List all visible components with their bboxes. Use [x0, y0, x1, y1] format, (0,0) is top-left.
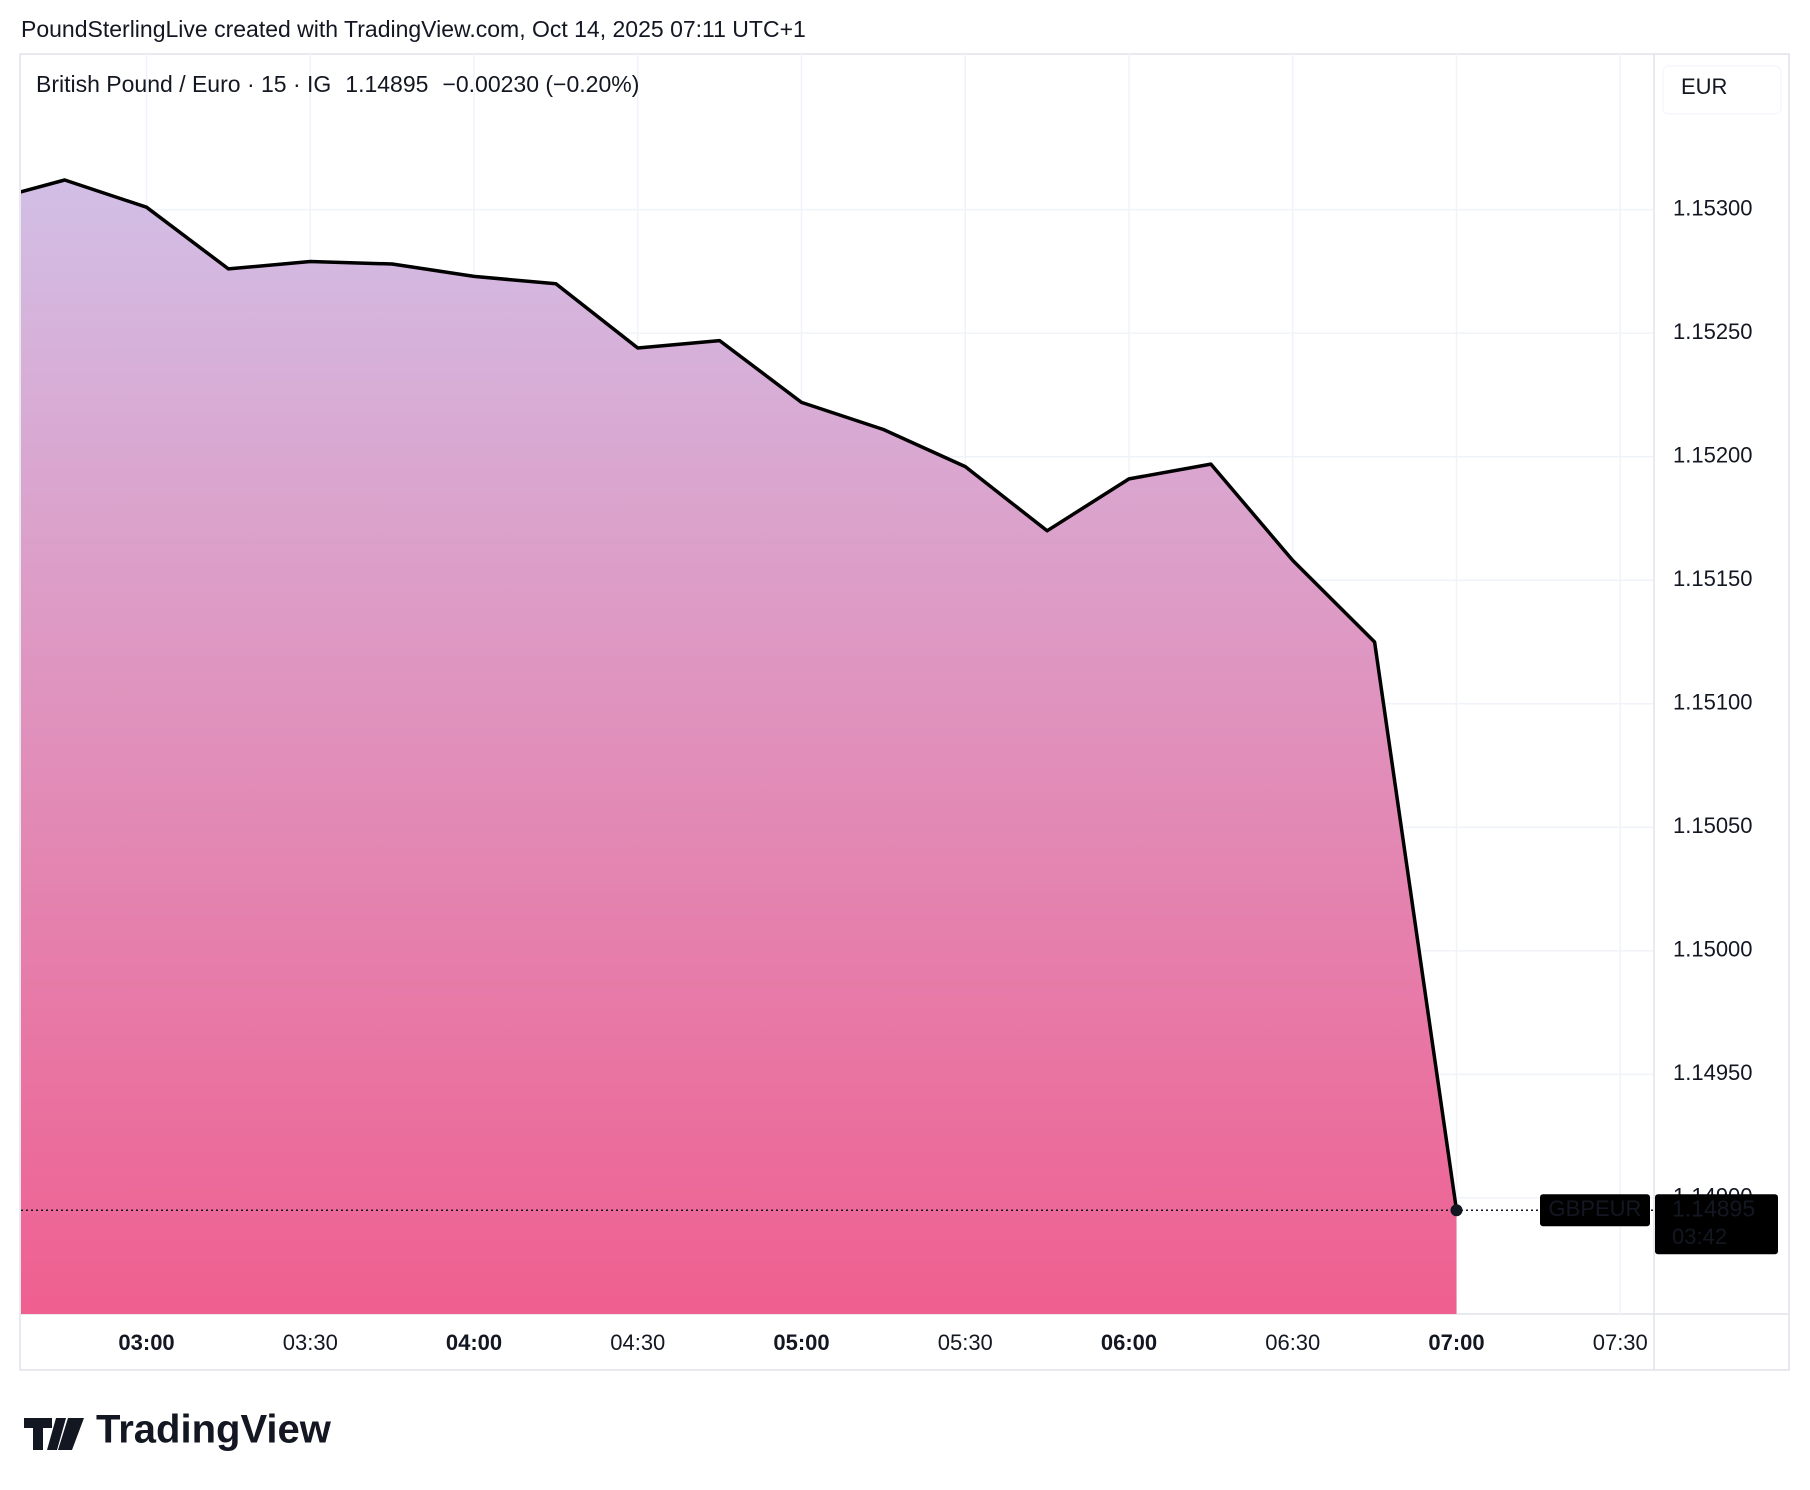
x-tick-label: 03:00: [118, 1330, 174, 1355]
symbol-box: [1540, 1194, 1650, 1227]
last-point: [1450, 1204, 1463, 1217]
area-fill: [21, 180, 1457, 1314]
frame: [19, 53, 1790, 1371]
y-tick-label: 1.15200: [1673, 443, 1753, 468]
x-tick-label: 07:00: [1428, 1330, 1484, 1355]
y-tick-label: 1.15050: [1673, 813, 1753, 838]
y-tick-label: 1.15000: [1673, 937, 1753, 962]
x-tick-label: 07:30: [1593, 1330, 1648, 1355]
y-tick-label: 1.15100: [1673, 690, 1753, 715]
legend-title: British Pound / Euro · 15 · IG 1.14895 −0.…: [36, 71, 639, 97]
y-tick-label: 1.14950: [1673, 1060, 1753, 1085]
logo: TradingView: [24, 1408, 332, 1452]
currency-box[interactable]: [1662, 65, 1782, 115]
x-tick-label: 04:00: [446, 1330, 502, 1355]
x-tick-label: 05:00: [773, 1330, 829, 1355]
currency: EUR: [1681, 74, 1727, 99]
attribution: PoundSterlingLive created with TradingVi…: [21, 16, 806, 42]
legend-change: −0.00230 (−0.20%): [442, 71, 639, 97]
x-tick-label: 05:30: [938, 1330, 993, 1355]
x-tick-label: 03:30: [283, 1330, 338, 1355]
y-tick-label: 1.15150: [1673, 566, 1753, 591]
x-tick-label: 06:00: [1101, 1330, 1157, 1355]
y-tick-label: 1.15250: [1673, 319, 1753, 344]
x-tick-label: 06:30: [1265, 1330, 1320, 1355]
legend-name: British Pound / Euro · 15 · IG: [36, 71, 331, 97]
legend-price: 1.14895: [345, 71, 428, 97]
price-box: [1655, 1194, 1778, 1255]
y-tick-label: 1.15300: [1673, 195, 1753, 220]
area-line: [21, 178, 1459, 1211]
logo-text: TradingView: [96, 1408, 332, 1452]
price-label: 1.14895: [1672, 1195, 1755, 1221]
logo-icon: [24, 1418, 84, 1450]
countdown: 03:42: [1672, 1224, 1727, 1249]
x-tick-label: 04:30: [610, 1330, 665, 1355]
symbol: GBPEUR: [1549, 1196, 1642, 1221]
